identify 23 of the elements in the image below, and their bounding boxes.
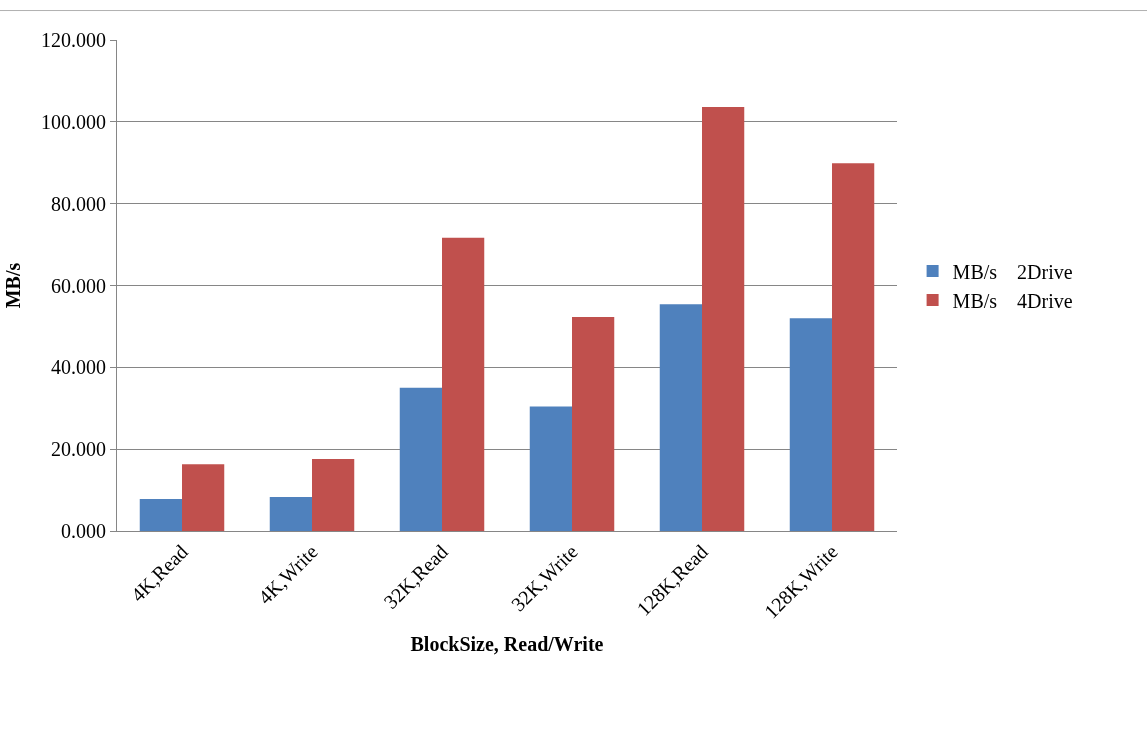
- bar: [182, 464, 225, 531]
- y-tick-label: 40.000: [51, 356, 106, 379]
- bar: [789, 318, 832, 531]
- y-tick-label: 100.000: [41, 110, 106, 133]
- bar: [702, 107, 745, 531]
- bar: [139, 499, 182, 531]
- y-tick-label: 120.000: [41, 29, 106, 51]
- bar: [832, 163, 875, 531]
- x-axis-title: BlockSize, Read/Write: [410, 632, 604, 655]
- bar: [399, 387, 442, 531]
- legend-label: MB/s 2Drive: [952, 260, 1073, 283]
- bar: [529, 406, 572, 531]
- y-tick-label: 60.000: [51, 274, 106, 297]
- y-tick-label: 80.000: [51, 192, 106, 215]
- y-tick-label: 0.000: [61, 520, 106, 542]
- bar: [312, 458, 355, 531]
- bar: [269, 497, 312, 531]
- bar: [442, 237, 485, 531]
- bar: [659, 304, 702, 531]
- bar: [572, 317, 615, 531]
- legend-label: MB/s 4Drive: [952, 289, 1073, 312]
- y-axis-title: MB/s: [1, 262, 24, 309]
- y-tick-label: 20.000: [51, 438, 106, 461]
